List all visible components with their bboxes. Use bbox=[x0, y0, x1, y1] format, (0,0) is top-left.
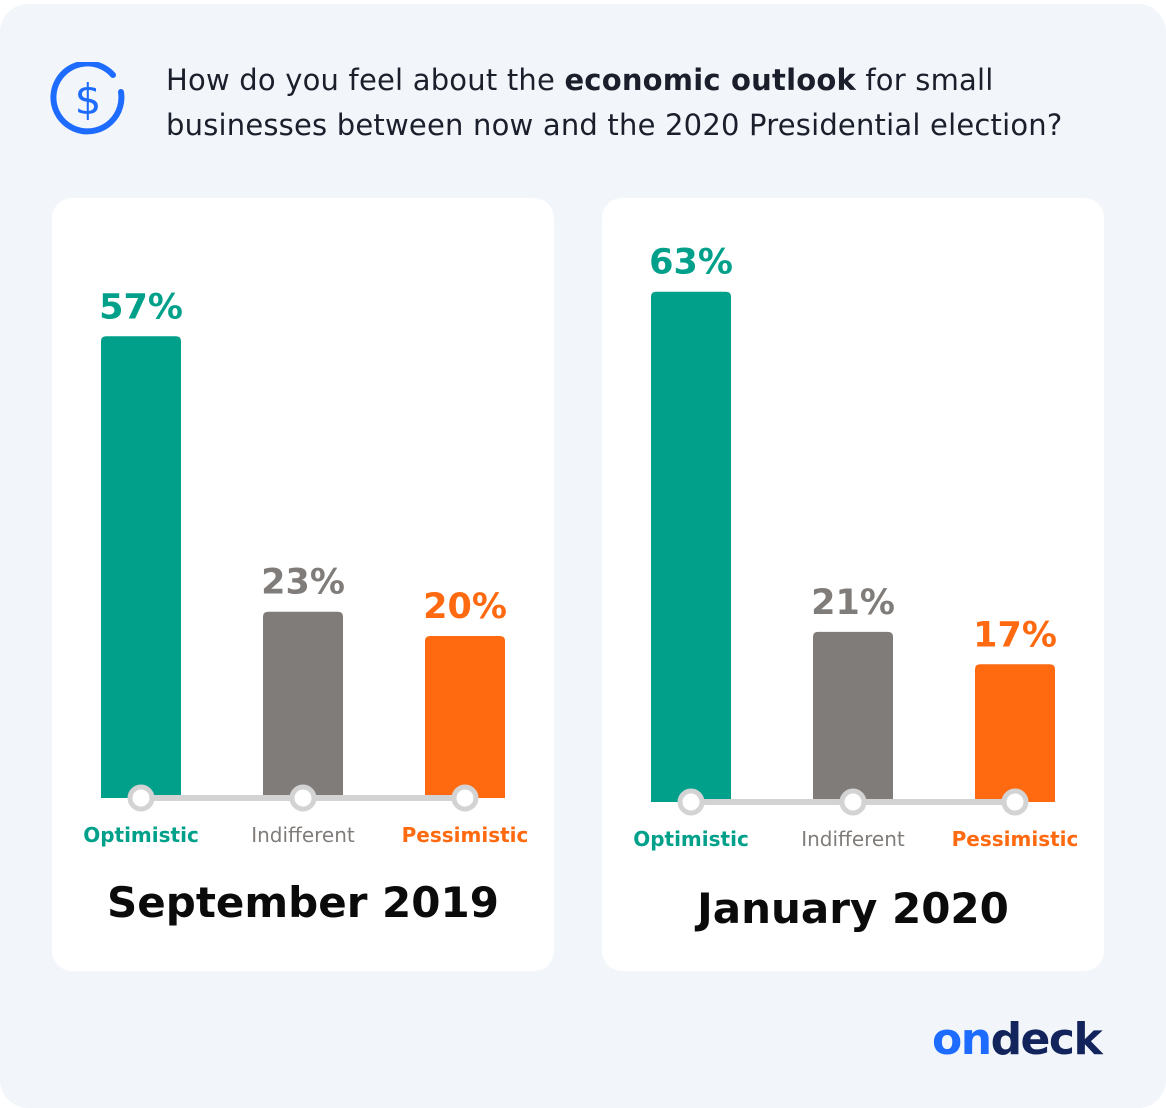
question-text-start: How do you feel about the bbox=[166, 63, 565, 97]
value-label-indifferent: 23% bbox=[261, 563, 345, 603]
category-label-pessimistic: Pessimistic bbox=[402, 823, 529, 847]
axis-marker-pessimistic bbox=[1001, 788, 1029, 816]
value-label-pessimistic: 20% bbox=[423, 587, 507, 627]
bar-pessimistic bbox=[425, 636, 505, 798]
value-label-optimistic: 57% bbox=[99, 287, 183, 327]
question-line-2: businesses between now and the 2020 Pres… bbox=[166, 108, 1063, 142]
axis-marker-optimistic bbox=[677, 788, 705, 816]
question-text-end: for small bbox=[855, 63, 994, 97]
chart-card-january-2020: 63% 21% 17% Optimistic Indifferent Pessimisti… bbox=[602, 198, 1104, 971]
bar-optimistic bbox=[651, 291, 731, 802]
category-label-optimistic: Optimistic bbox=[83, 823, 199, 847]
category-label-optimistic: Optimistic bbox=[633, 827, 749, 851]
dollar-circle-icon: $ bbox=[50, 60, 126, 138]
category-label-pessimistic: Pessimistic bbox=[952, 827, 1079, 851]
value-label-optimistic: 63% bbox=[649, 243, 733, 283]
bar-chart-september-2019: 57% 23% 20% Optimistic Indifferent Pessimisti… bbox=[83, 287, 529, 847]
bar-indifferent bbox=[263, 611, 343, 798]
logo-part-deck: deck bbox=[990, 1014, 1103, 1065]
axis-marker-optimistic bbox=[127, 784, 155, 812]
axis-marker-indifferent bbox=[839, 788, 867, 816]
axis-marker-indifferent bbox=[289, 784, 317, 812]
bar-pessimistic bbox=[975, 664, 1055, 802]
chart-card-september-2019: 57% 23% 20% Optimistic Indifferent Pessimisti… bbox=[52, 198, 554, 971]
axis-marker-pessimistic bbox=[451, 784, 479, 812]
question-highlight: economic outlook bbox=[564, 63, 856, 97]
chart-title-january-2020: January 2020 bbox=[697, 884, 1009, 933]
value-label-pessimistic: 17% bbox=[973, 615, 1057, 655]
bar-optimistic bbox=[101, 336, 181, 798]
logo-part-on: on bbox=[932, 1014, 992, 1065]
survey-question: How do you feel about the economic outlo… bbox=[166, 58, 1146, 148]
category-label-indifferent: Indifferent bbox=[801, 827, 905, 851]
category-label-indifferent: Indifferent bbox=[251, 823, 355, 847]
value-label-indifferent: 21% bbox=[811, 583, 895, 623]
infographic-background: $ How do you feel about the economic out… bbox=[0, 4, 1166, 1108]
chart-title-september-2019: September 2019 bbox=[107, 878, 499, 927]
bar-indifferent bbox=[813, 631, 893, 802]
svg-text:$: $ bbox=[75, 75, 102, 124]
ondeck-logo: ondeck bbox=[932, 1014, 1103, 1065]
bar-chart-january-2020: 63% 21% 17% Optimistic Indifferent Pessimisti… bbox=[633, 243, 1079, 851]
